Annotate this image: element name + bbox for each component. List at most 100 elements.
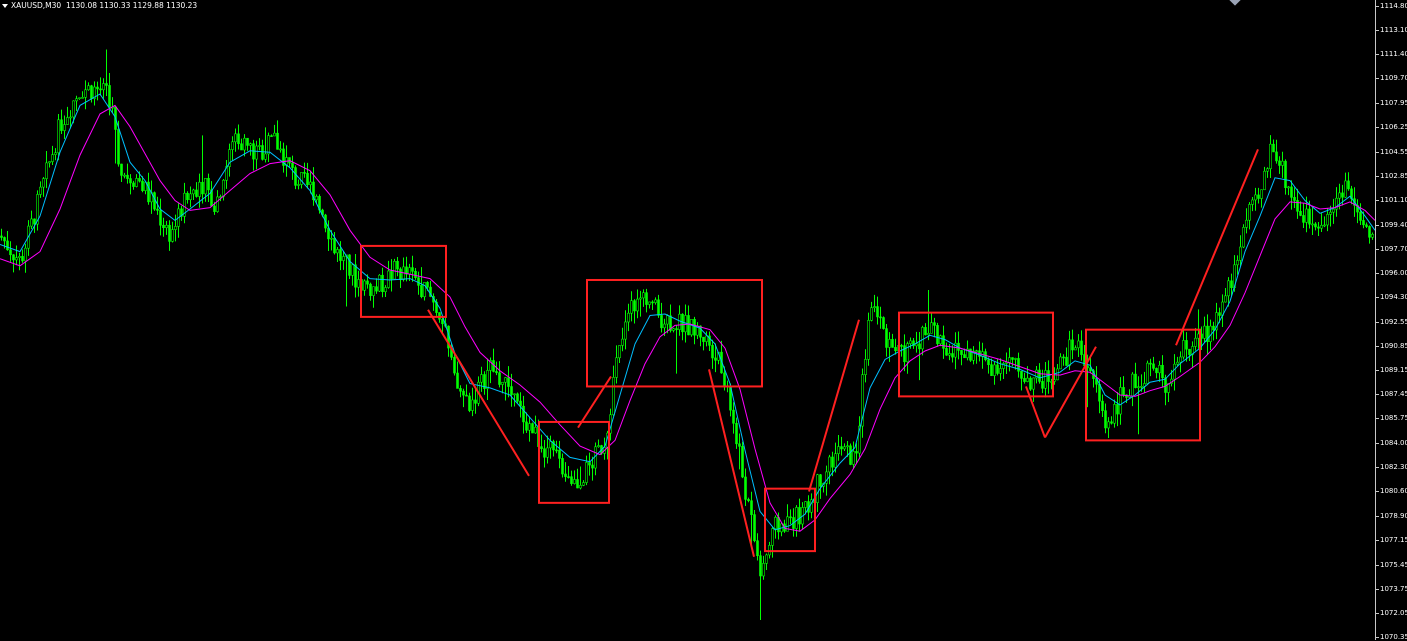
candle-body: [441, 318, 444, 325]
candle-body: [1260, 189, 1263, 199]
candle-body: [510, 386, 513, 395]
candle-body: [396, 260, 399, 270]
candle-body: [561, 458, 564, 475]
candle-body: [714, 357, 717, 361]
annotation-box[interactable]: [1085, 328, 1201, 442]
candle-body: [921, 327, 924, 350]
candle-body: [483, 374, 486, 389]
candle-body: [825, 471, 828, 484]
candle-body: [204, 178, 207, 195]
candle-body: [912, 340, 915, 347]
annotation-box[interactable]: [538, 420, 610, 504]
price-tick-label: 1109.70: [1380, 74, 1407, 83]
candle-body: [654, 299, 657, 303]
candle-body: [105, 83, 108, 86]
candle-body: [924, 327, 927, 336]
candle-body: [45, 162, 48, 179]
candle-body: [180, 208, 183, 217]
annotation-box[interactable]: [360, 244, 447, 318]
candle-body: [183, 192, 186, 217]
candle-body: [1023, 378, 1026, 382]
candle-body: [297, 184, 300, 186]
candle-body: [504, 377, 507, 383]
candle-body: [1263, 170, 1266, 191]
candle-body: [843, 446, 846, 450]
candle-body: [1281, 160, 1284, 166]
candle-body: [1155, 368, 1158, 374]
candle-body: [657, 299, 660, 316]
annotation-trendline[interactable]: [808, 319, 860, 492]
candle-body: [60, 119, 63, 131]
price-tick-mark: [1376, 515, 1379, 517]
candle-body: [732, 409, 735, 424]
candle-body: [630, 300, 633, 314]
candle-body: [1107, 421, 1110, 429]
annotation-box[interactable]: [764, 487, 816, 553]
candle-body: [1323, 224, 1326, 227]
annotation-trendline[interactable]: [577, 375, 612, 429]
candle-body: [1212, 325, 1215, 331]
candle-body: [270, 135, 273, 137]
candle-body: [612, 377, 615, 416]
candle-body: [249, 143, 252, 146]
candle-body: [1002, 363, 1005, 369]
candle-body: [66, 117, 69, 125]
annotation-box[interactable]: [898, 311, 1054, 398]
candle-body: [1215, 312, 1218, 331]
candle-body: [891, 339, 894, 348]
candle-body: [1251, 199, 1254, 205]
candle-body: [570, 476, 573, 484]
candle-body: [705, 335, 708, 342]
price-tick-label: 1084.00: [1380, 439, 1407, 448]
candle-body: [168, 224, 171, 242]
price-tick-mark: [1376, 151, 1379, 153]
candle-body: [336, 249, 339, 254]
candle-body: [879, 316, 882, 319]
candle-body: [264, 153, 267, 160]
candle-body: [294, 167, 297, 186]
price-tick-label: 1082.30: [1380, 463, 1407, 472]
annotation-trendline[interactable]: [427, 309, 530, 477]
candle-body: [870, 307, 873, 321]
chart-canvas[interactable]: [0, 0, 1375, 640]
candle-body: [201, 181, 204, 195]
price-chart[interactable]: XAUUSD,M30 1130.08 1130.33 1129.88 1130.…: [0, 0, 1375, 640]
candle-body: [84, 89, 87, 98]
candle-body: [864, 359, 867, 375]
candle-body: [339, 249, 342, 261]
candle-body: [1362, 220, 1365, 226]
dropdown-arrow-icon[interactable]: [2, 4, 8, 8]
annotation-trendline[interactable]: [1044, 346, 1097, 439]
candle-body: [846, 445, 849, 448]
price-tick-mark: [1376, 175, 1379, 177]
candle-body: [1071, 339, 1074, 351]
price-tick-mark: [1376, 127, 1379, 129]
candle-body: [480, 374, 483, 383]
candle-body: [72, 100, 75, 118]
candle-body: [342, 256, 345, 261]
candle-body: [840, 446, 843, 450]
candle-body: [216, 196, 219, 212]
candle-body: [1332, 208, 1335, 213]
candle-body: [861, 374, 864, 427]
annotation-box[interactable]: [586, 278, 763, 388]
candle-body: [0, 235, 3, 238]
annotation-trendline[interactable]: [1175, 148, 1259, 346]
candle-body: [1245, 219, 1248, 228]
annotation-trendline[interactable]: [708, 369, 755, 558]
candle-body: [258, 145, 261, 147]
price-tick-label: 1107.95: [1380, 99, 1407, 108]
candle-body: [1203, 325, 1206, 339]
annotation-trendline[interactable]: [1025, 386, 1046, 438]
candle-body: [873, 306, 876, 309]
candle-body: [765, 554, 768, 564]
candle-body: [393, 260, 396, 280]
candle-body: [852, 451, 855, 465]
candle-body: [576, 479, 579, 489]
candle-body: [1014, 358, 1017, 360]
candle-body: [507, 377, 510, 387]
candle-body: [1026, 377, 1029, 382]
candle-body: [351, 264, 354, 276]
candle-body: [789, 516, 792, 519]
candle-body: [1152, 363, 1155, 369]
